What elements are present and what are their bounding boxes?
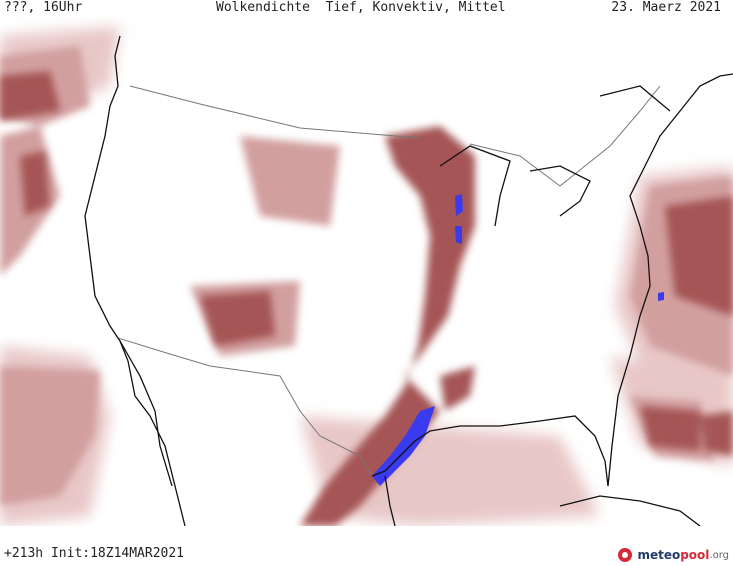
forecast-date: 23. Maerz 2021 — [611, 0, 721, 15]
cloud-dense-layer — [0, 71, 733, 526]
political-borders — [117, 85, 661, 477]
logo-brand-tld: .org — [709, 549, 729, 561]
map-title: Wolkendichte Tief, Konvektiv, Mittel — [216, 0, 506, 15]
logo-brand-main: meteo — [637, 548, 681, 562]
coastlines — [84, 35, 733, 526]
model-run-label: +213h Init:18Z14MAR2021 — [4, 546, 185, 561]
cloud-density-map — [0, 26, 733, 526]
meteopool-logo[interactable]: meteo pool .org — [617, 544, 729, 566]
meteopool-logo-icon — [618, 548, 633, 562]
convective-cells — [372, 194, 664, 486]
logo-brand-accent: pool — [680, 548, 710, 562]
forecast-time-label: ???, 16Uhr — [4, 0, 83, 15]
